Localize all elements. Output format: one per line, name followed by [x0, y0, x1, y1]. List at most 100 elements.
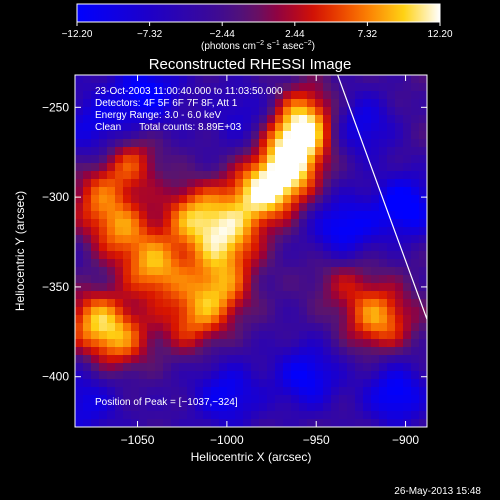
heatmap-cell [75, 371, 84, 380]
heatmap-cell [251, 347, 260, 356]
heatmap-cell [163, 363, 172, 372]
heatmap-cell [227, 243, 236, 252]
heatmap-cell [115, 411, 124, 420]
heatmap-cell [107, 387, 116, 396]
heatmap-cell [147, 139, 156, 148]
heatmap-cell [99, 251, 108, 260]
heatmap-cell [275, 155, 284, 164]
heatmap-cell [387, 395, 396, 404]
heatmap-cell [307, 299, 316, 308]
heatmap-cell [107, 123, 116, 132]
heatmap-cell [99, 83, 108, 92]
heatmap-cell [291, 131, 300, 140]
heatmap-cell [147, 227, 156, 236]
heatmap-cell [83, 291, 92, 300]
y-axis-label: Heliocentric Y (arcsec) [13, 191, 27, 311]
heatmap-cell [99, 315, 108, 324]
heatmap-cell [251, 179, 260, 188]
heatmap-cell [235, 211, 244, 220]
heatmap-cell [403, 211, 412, 220]
heatmap-cell [403, 139, 412, 148]
heatmap-cell [107, 371, 116, 380]
heatmap-cell [387, 179, 396, 188]
heatmap-cell [283, 203, 292, 212]
heatmap-cell [283, 147, 292, 156]
heatmap-cell [323, 347, 332, 356]
heatmap-cell [235, 283, 244, 292]
heatmap-cell [283, 163, 292, 172]
heatmap-cell [283, 211, 292, 220]
heatmap-cell [139, 75, 148, 84]
heatmap-cell [235, 323, 244, 332]
heatmap-cell [315, 411, 324, 420]
heatmap-cell [195, 403, 204, 412]
heatmap-cell [323, 139, 332, 148]
heatmap-cell [275, 195, 284, 204]
heatmap-cell [283, 227, 292, 236]
heatmap-cell [251, 403, 260, 412]
heatmap-cell [387, 419, 396, 427]
heatmap-cell [107, 299, 116, 308]
heatmap-cell [115, 299, 124, 308]
heatmap-cell [139, 411, 148, 420]
heatmap-cell [99, 99, 108, 108]
heatmap-cell [163, 315, 172, 324]
heatmap-cell [267, 283, 276, 292]
heatmap-cell [155, 395, 164, 404]
heatmap-cell [275, 179, 284, 188]
heatmap-cell [275, 259, 284, 268]
heatmap-cell [259, 163, 268, 172]
annotation-peak-position: Position of Peak = [−1037,−324] [95, 397, 238, 408]
heatmap-cell [163, 179, 172, 188]
y-axis-ticks: −250−300−350−400 [42, 100, 427, 384]
heatmap-cell [283, 355, 292, 364]
heatmap-cell [187, 291, 196, 300]
heatmap-cell [139, 187, 148, 196]
heatmap-cell [139, 379, 148, 388]
heatmap-cell [131, 179, 140, 188]
heatmap-cell [419, 155, 427, 164]
heatmap-cell [227, 131, 236, 140]
heatmap-cell [363, 171, 372, 180]
heatmap-cell [227, 339, 236, 348]
footer-date: 26-May-2013 15:48 [394, 486, 481, 497]
heatmap-cell [347, 251, 356, 260]
heatmap-cell [203, 275, 212, 284]
heatmap-cell [267, 139, 276, 148]
heatmap-cell [411, 163, 420, 172]
heatmap-cell [211, 203, 220, 212]
heatmap-cell [243, 211, 252, 220]
heatmap-cell [219, 323, 228, 332]
heatmap-cell [195, 219, 204, 228]
heatmap-cell [339, 363, 348, 372]
heatmap-cell [299, 363, 308, 372]
heatmap-cell [251, 411, 260, 420]
heatmap-cell [395, 187, 404, 196]
heatmap-cell [411, 91, 420, 100]
heatmap-cell [115, 211, 124, 220]
heatmap-cell [179, 83, 188, 92]
heatmap-cell [387, 139, 396, 148]
heatmap-cell [163, 267, 172, 276]
heatmap-cell [235, 411, 244, 420]
heatmap-cell [371, 323, 380, 332]
heatmap-cell [219, 179, 228, 188]
heatmap-cell [147, 371, 156, 380]
heatmap-cell [355, 171, 364, 180]
heatmap-cell [155, 259, 164, 268]
heatmap-cell [123, 171, 132, 180]
heatmap-cell [419, 331, 427, 340]
heatmap-cell [211, 395, 220, 404]
heatmap-cell [83, 259, 92, 268]
heatmap-cell [283, 91, 292, 100]
heatmap-cell [139, 155, 148, 164]
heatmap-cell [291, 211, 300, 220]
heatmap-cell [379, 323, 388, 332]
heatmap-cell [99, 371, 108, 380]
heatmap-cell [379, 155, 388, 164]
heatmap-cell [323, 179, 332, 188]
heatmap-cell [227, 163, 236, 172]
heatmap-cell [195, 227, 204, 236]
heatmap-cell [163, 139, 172, 148]
heatmap-cell [275, 371, 284, 380]
